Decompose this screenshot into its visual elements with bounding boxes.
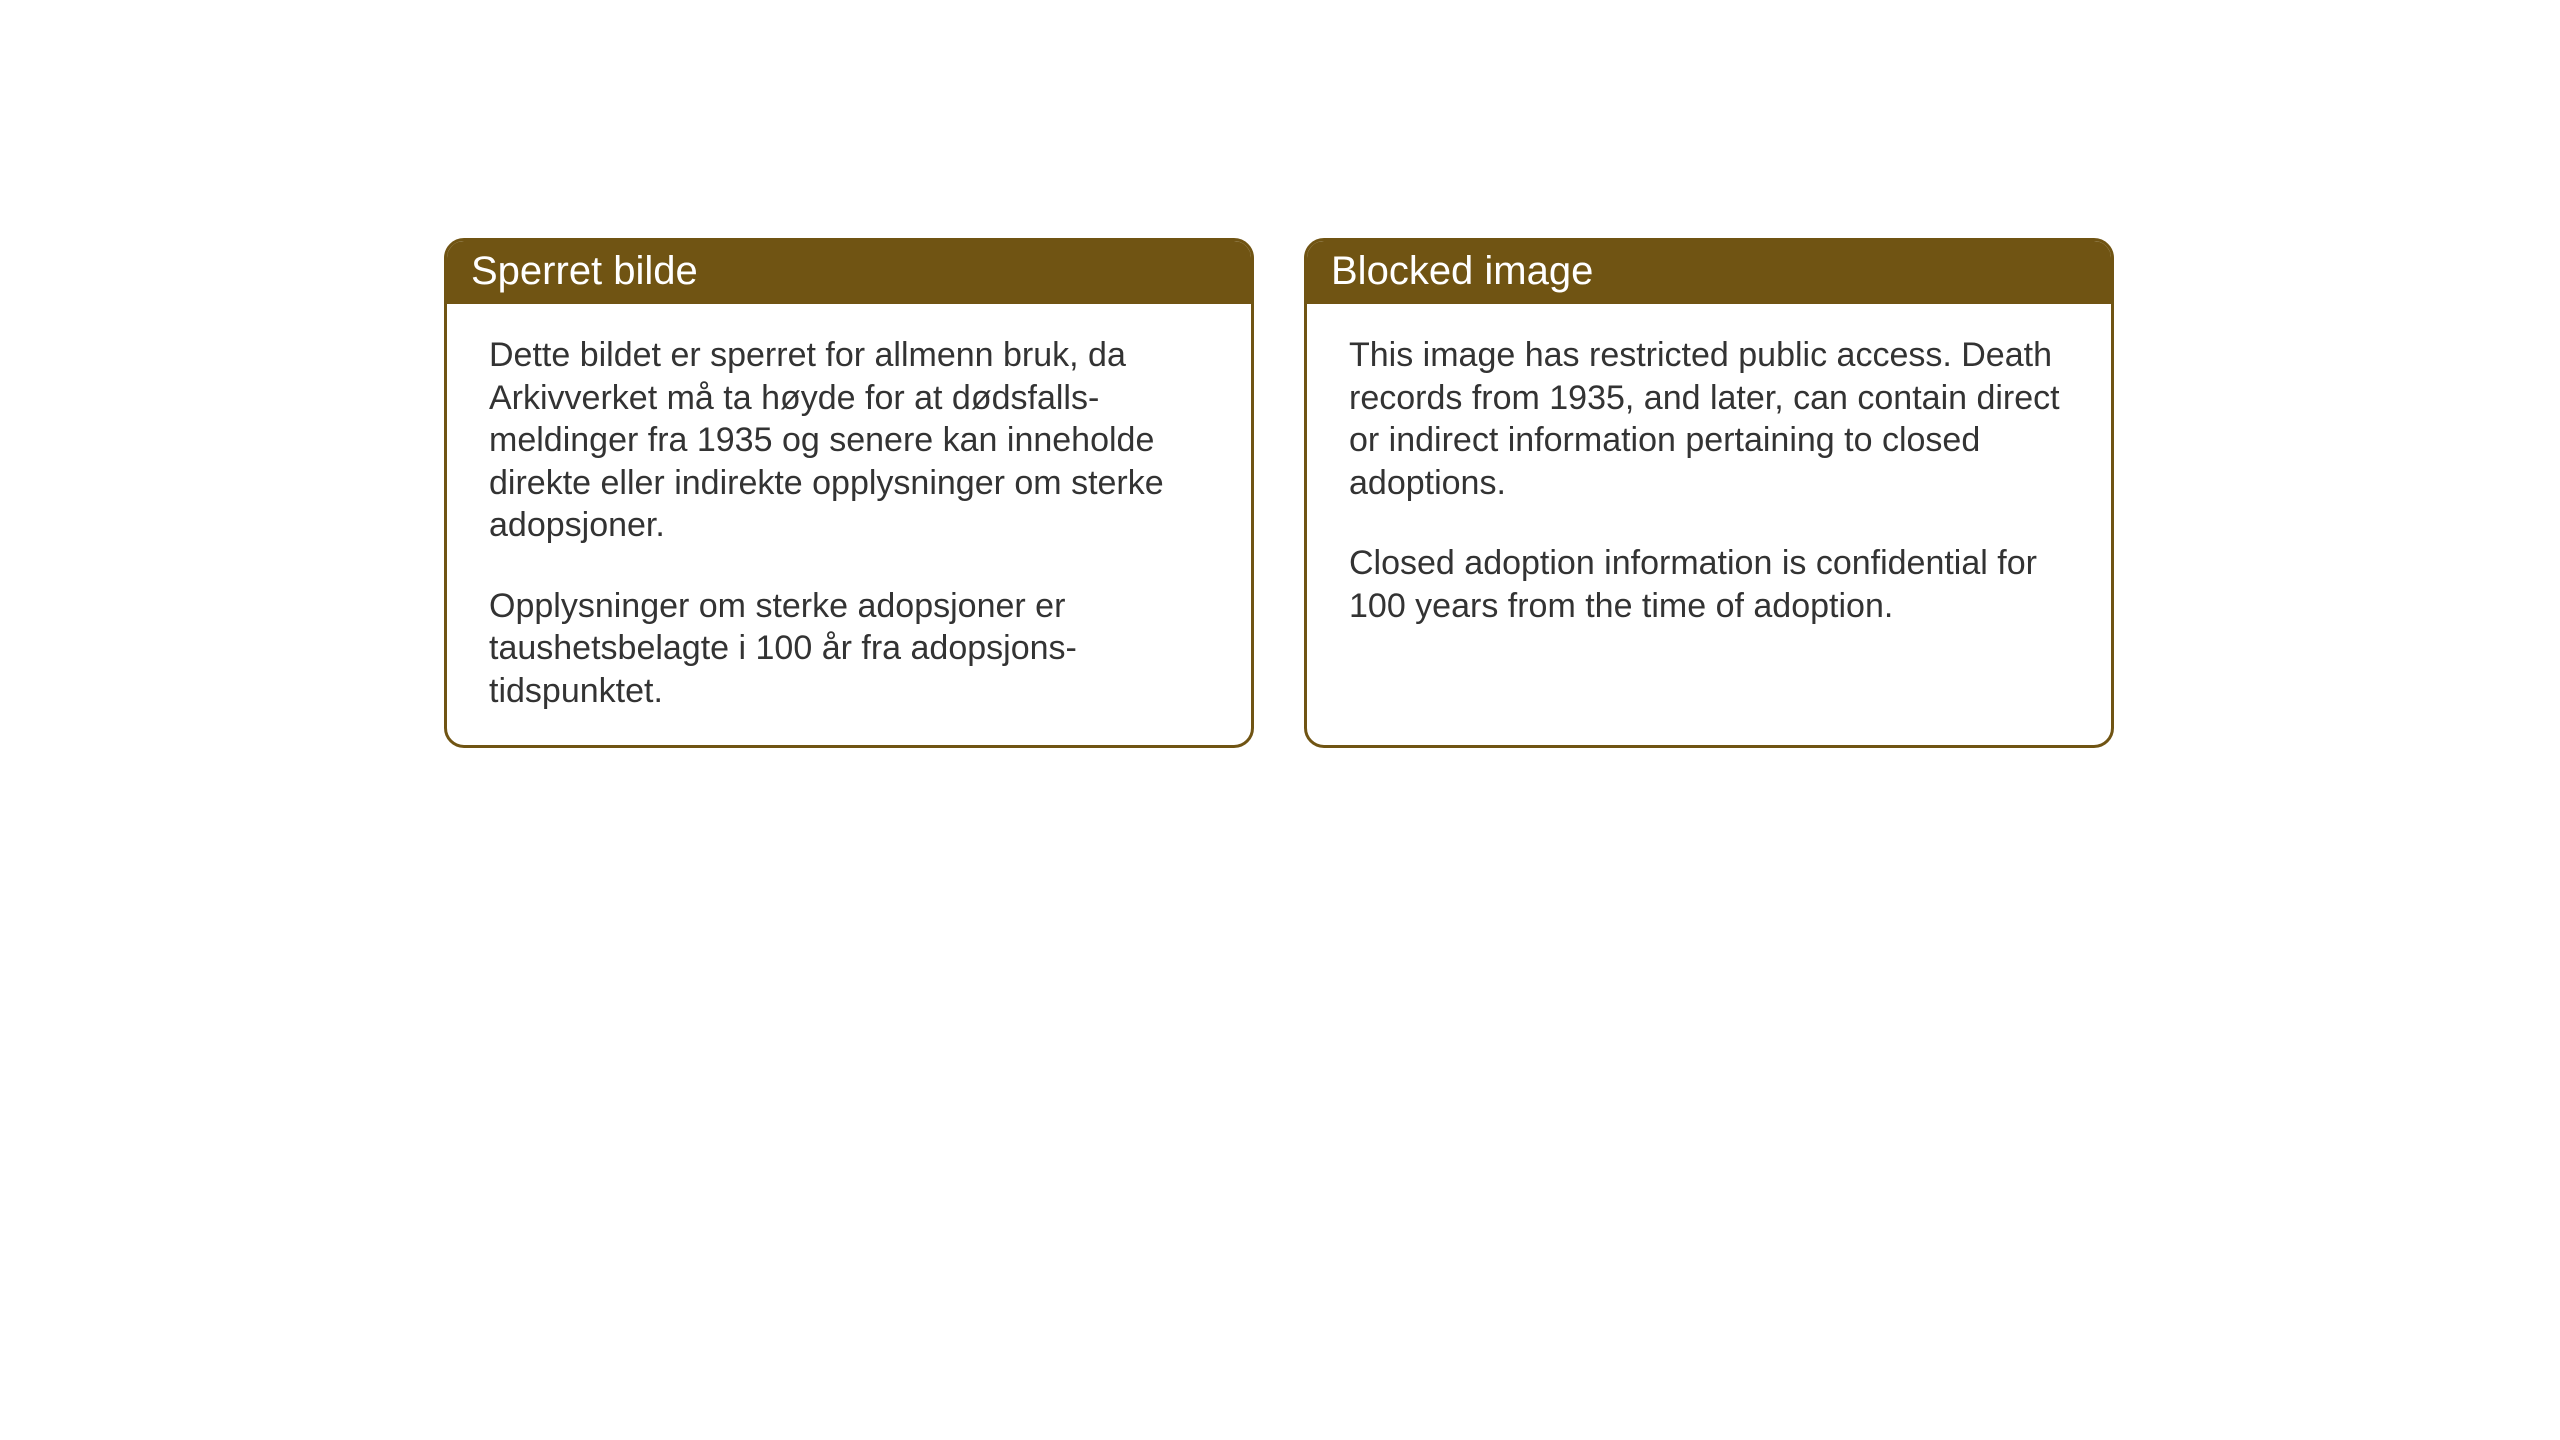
card-english-body: This image has restricted public access.… bbox=[1307, 304, 2111, 657]
card-norwegian-title: Sperret bilde bbox=[471, 249, 698, 293]
card-english-title: Blocked image bbox=[1331, 249, 1593, 293]
card-english: Blocked image This image has restricted … bbox=[1304, 238, 2114, 748]
card-english-paragraph-1: This image has restricted public access.… bbox=[1349, 334, 2071, 504]
cards-container: Sperret bilde Dette bildet er sperret fo… bbox=[0, 0, 2560, 748]
card-norwegian-paragraph-1: Dette bildet er sperret for allmenn bruk… bbox=[489, 334, 1211, 547]
card-english-paragraph-2: Closed adoption information is confident… bbox=[1349, 542, 2071, 627]
card-norwegian-header: Sperret bilde bbox=[447, 241, 1251, 304]
card-norwegian: Sperret bilde Dette bildet er sperret fo… bbox=[444, 238, 1254, 748]
card-norwegian-body: Dette bildet er sperret for allmenn bruk… bbox=[447, 304, 1251, 742]
card-norwegian-paragraph-2: Opplysninger om sterke adopsjoner er tau… bbox=[489, 585, 1211, 713]
card-english-header: Blocked image bbox=[1307, 241, 2111, 304]
